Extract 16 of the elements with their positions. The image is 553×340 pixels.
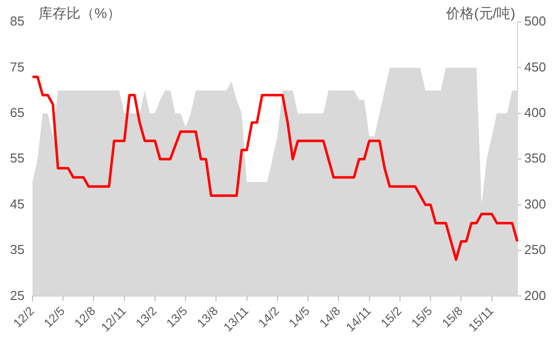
y2-tick-label: 450 bbox=[524, 59, 546, 74]
y2-tick-label: 200 bbox=[524, 288, 546, 303]
y2-tick-label: 300 bbox=[524, 196, 546, 212]
y-tick-label: 55 bbox=[10, 150, 24, 166]
y-tick-label: 75 bbox=[10, 59, 24, 74]
y2-tick-label: 400 bbox=[524, 104, 546, 120]
y2-tick-label: 500 bbox=[524, 14, 546, 29]
y-axis-title: 库存比（%） bbox=[38, 4, 121, 21]
y-tick-label: 65 bbox=[10, 104, 24, 120]
y-tick-label: 35 bbox=[10, 242, 24, 258]
y-tick-label: 45 bbox=[10, 196, 24, 212]
y2-tick-label: 250 bbox=[524, 242, 546, 258]
y-tick-label: 85 bbox=[10, 14, 24, 29]
y2-tick-label: 350 bbox=[524, 150, 546, 166]
y-tick-label: 25 bbox=[10, 288, 24, 303]
y2-axis-title: 价格(元/吨) bbox=[445, 4, 516, 21]
